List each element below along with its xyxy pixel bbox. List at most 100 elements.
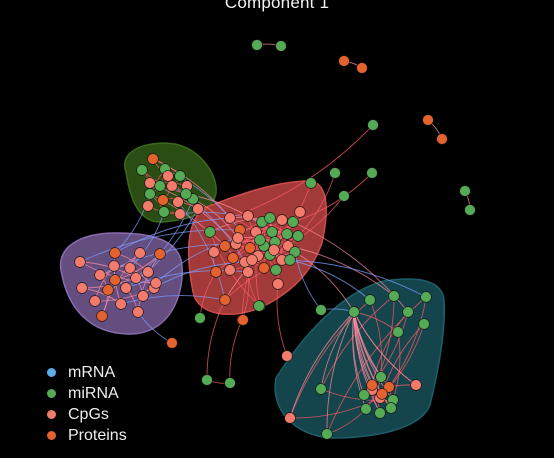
protein-node [244, 242, 256, 254]
mirna-node [251, 39, 263, 51]
cpg-node [142, 200, 154, 212]
mirna-node [360, 403, 372, 415]
protein-node [219, 240, 231, 252]
mirna-node [305, 177, 317, 189]
cpg-node [242, 210, 254, 222]
legend-label: Proteins [68, 427, 127, 444]
mirna-node [367, 119, 379, 131]
graph-edge [392, 331, 401, 401]
legend-label: CpGs [68, 406, 109, 423]
protein-node [366, 379, 378, 391]
mirna-node [348, 306, 360, 318]
mirna-node [136, 164, 148, 176]
graph-edge [326, 311, 355, 435]
legend-label: miRNA [68, 385, 119, 402]
graph-edge [120, 295, 226, 305]
mirna-node [358, 389, 370, 401]
graph-edge [289, 311, 355, 419]
mirna-node [266, 226, 278, 238]
graph-edge [114, 217, 231, 254]
graph-edge [277, 221, 294, 285]
mirna-node [284, 254, 296, 266]
protein-node [157, 194, 169, 206]
cpg-node [224, 264, 236, 276]
mirna-node [194, 312, 206, 324]
graph-edge [369, 299, 383, 378]
mirna-node [315, 304, 327, 316]
mirna-node [364, 294, 376, 306]
graph-edge [320, 311, 355, 390]
graph-edge [388, 296, 427, 388]
mirna-node [338, 190, 350, 202]
cpg-node [162, 170, 174, 182]
cpg-node [74, 256, 86, 268]
protein-node [422, 114, 434, 126]
protein-node [258, 262, 270, 274]
cpg-node [276, 214, 288, 226]
cpg-node [76, 282, 88, 294]
graph-edge [294, 251, 322, 311]
graph-edge [206, 299, 226, 381]
cpg-node [134, 247, 146, 259]
mirna-node [366, 167, 378, 179]
legend-swatch [47, 431, 56, 440]
mirna-node [253, 300, 265, 312]
graph-edge [79, 229, 241, 263]
mirna-node [418, 318, 430, 330]
mirna-node [459, 185, 471, 197]
mirna-node [144, 188, 156, 200]
graph-edge [281, 259, 427, 298]
cpg-node [224, 212, 236, 224]
cpg-node [130, 272, 142, 284]
cpg-node [166, 180, 178, 192]
protein-node [109, 274, 121, 286]
cpg-node [281, 350, 293, 362]
graph-edge [287, 245, 395, 297]
graph-edge [320, 295, 395, 390]
cpg-node [268, 244, 280, 256]
graph-edge [177, 201, 226, 301]
mirna-node [154, 180, 166, 192]
graph-title: Component 1 [224, 0, 330, 12]
protein-node [376, 388, 388, 400]
cpg-node [89, 295, 101, 307]
cpg-node [294, 206, 306, 218]
graph-edge [371, 295, 395, 391]
mirna-node [224, 377, 236, 389]
legend-label: mRNA [68, 364, 116, 381]
cpg-node [174, 208, 186, 220]
graph-edge [353, 311, 373, 386]
cpg-node [246, 254, 258, 266]
mirna-node [385, 402, 397, 414]
cpg-node [137, 290, 149, 302]
cpg-node [120, 282, 132, 294]
mirna-node [270, 264, 282, 276]
cpg-node [144, 177, 156, 189]
graph-edge [292, 172, 373, 223]
mirna-node [275, 40, 287, 52]
graph-edge [114, 193, 151, 254]
protein-node [154, 248, 166, 260]
mirna-node [375, 371, 387, 383]
legend-swatch [47, 410, 56, 419]
protein-node [102, 284, 114, 296]
cpg-node [94, 269, 106, 281]
mirna-node [254, 234, 266, 246]
graph-edge [289, 259, 371, 301]
protein-node [210, 266, 222, 278]
graph-edge [276, 283, 288, 357]
cpg-node [150, 277, 162, 289]
cpg-node [208, 246, 220, 258]
graph-edge [229, 319, 243, 384]
mirna-node [158, 206, 170, 218]
mirna-node [321, 428, 333, 440]
protein-node [227, 252, 239, 264]
mirna-node [392, 326, 404, 338]
mirna-node [281, 228, 293, 240]
protein-node [147, 153, 159, 165]
graph-edge [294, 251, 355, 313]
graph-edge [353, 311, 417, 386]
cpg-node [410, 379, 422, 391]
cpg-node [272, 278, 284, 290]
